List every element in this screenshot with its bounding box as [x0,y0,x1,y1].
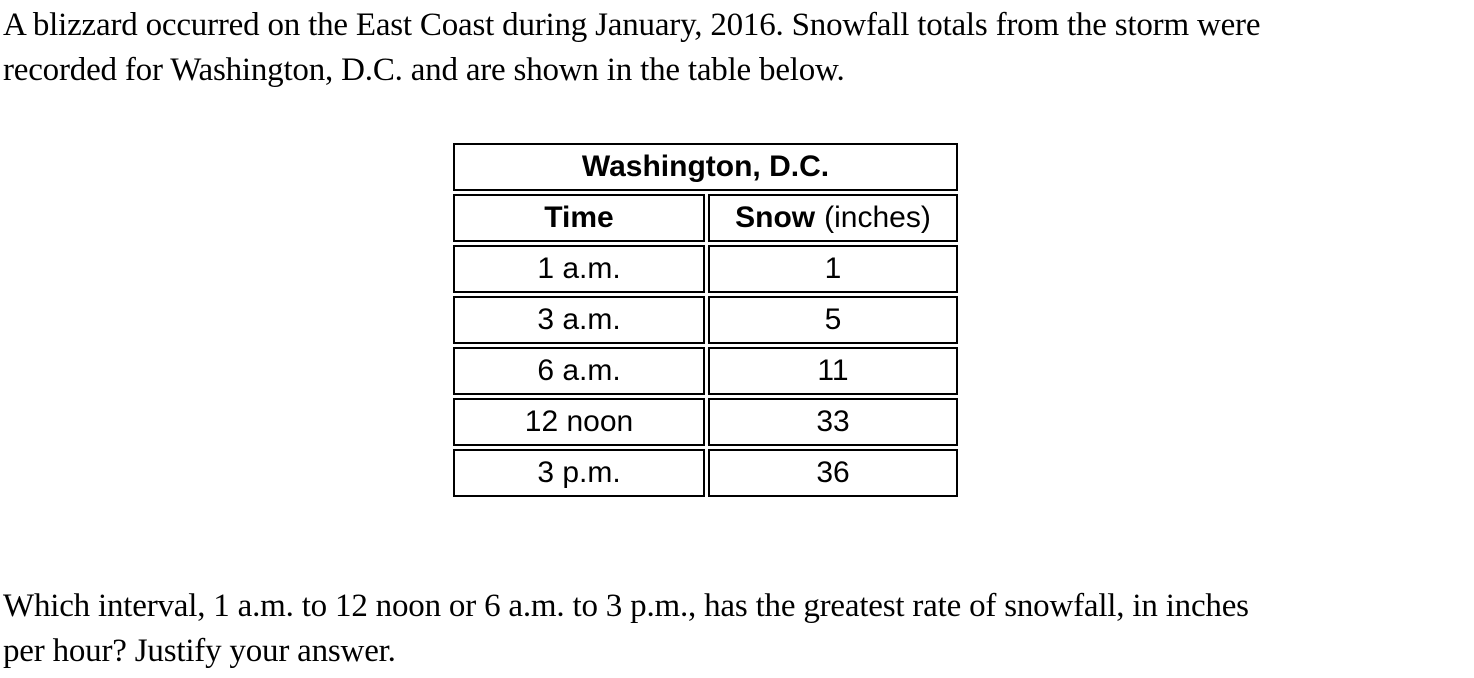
snow-cell: 1 [708,245,958,293]
time-cell: 3 a.m. [453,296,705,344]
table-row: 3 a.m. 5 [453,296,958,344]
column-header-snow: Snow (inches) [708,194,958,242]
table-row: 3 p.m. 36 [453,449,958,497]
snow-cell: 11 [708,347,958,395]
table-header-row: Time Snow (inches) [453,194,958,242]
time-cell: 6 a.m. [453,347,705,395]
snow-cell: 36 [708,449,958,497]
table-row: 6 a.m. 11 [453,347,958,395]
snow-cell: 5 [708,296,958,344]
table-title-row: Washington, D.C. [453,143,958,191]
time-cell: 1 a.m. [453,245,705,293]
time-cell: 3 p.m. [453,449,705,497]
time-cell: 12 noon [453,398,705,446]
table-title: Washington, D.C. [453,143,958,191]
table-row: 12 noon 33 [453,398,958,446]
snowfall-table-container: Washington, D.C. Time Snow (inches) 1 a.m… [450,140,961,500]
snowfall-table: Washington, D.C. Time Snow (inches) 1 a.m… [450,140,961,500]
snow-header-label: Snow [735,201,816,234]
intro-paragraph: A blizzard occurred on the East Coast du… [3,7,1261,88]
snow-cell: 33 [708,398,958,446]
question-paragraph: Which interval, 1 a.m. to 12 noon or 6 a… [3,588,1249,669]
snow-header-unit-label: (inches) [824,201,931,234]
table-row: 1 a.m. 1 [453,245,958,293]
column-header-time: Time [453,194,705,242]
